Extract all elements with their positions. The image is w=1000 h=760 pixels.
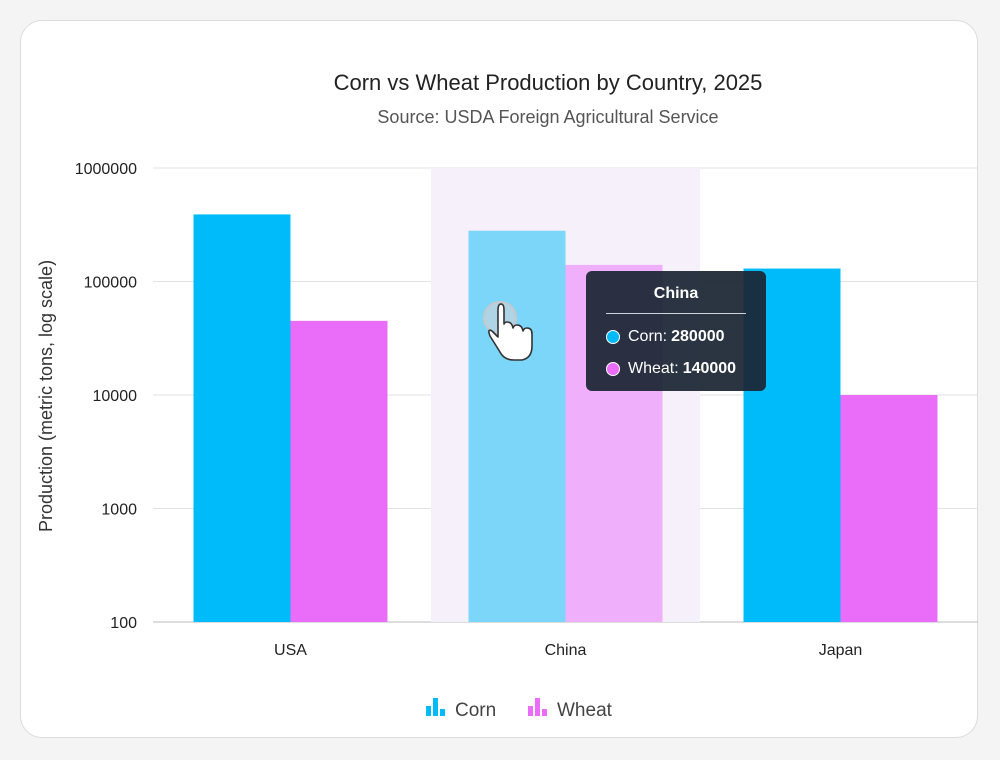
y-axis-label: Production (metric tons, log scale): [36, 260, 56, 532]
bar-corn-usa[interactable]: [193, 214, 291, 622]
y-tick-label: 1000: [101, 502, 137, 519]
tooltip-corn-value: 280000: [671, 328, 725, 345]
x-tick-label: Japan: [819, 642, 863, 659]
tooltip-corn-label: Corn:: [628, 328, 668, 345]
tooltip-title: China: [606, 271, 746, 314]
y-tick-label: 100: [110, 615, 137, 632]
y-tick-label: 1000000: [75, 161, 137, 178]
legend-item-corn[interactable]: Corn: [426, 698, 496, 721]
bar-wheat-japan[interactable]: [840, 395, 938, 622]
chart-subtitle: Source: USDA Foreign Agricultural Servic…: [377, 107, 718, 127]
tooltip-row-corn: Corn: 280000: [606, 328, 746, 346]
legend-label: Wheat: [557, 700, 613, 721]
tooltip-wheat-value: 140000: [682, 360, 737, 377]
y-tick-label: 10000: [93, 388, 138, 405]
tooltip: China Corn: 280000 Wheat: 140000: [586, 271, 766, 391]
y-tick-label: 100000: [84, 275, 137, 292]
bar-chart-icon: [426, 698, 445, 716]
x-tick-label: USA: [274, 642, 307, 659]
hand-pointer-icon: [483, 301, 533, 361]
legend-item-wheat[interactable]: Wheat: [528, 698, 613, 721]
wheat-dot-icon: [606, 362, 620, 376]
tooltip-row-wheat: Wheat: 140000: [606, 360, 746, 378]
corn-dot-icon: [606, 330, 620, 344]
bar-wheat-usa[interactable]: [290, 320, 388, 622]
tooltip-wheat-label: Wheat:: [628, 360, 679, 377]
chart-title: Corn vs Wheat Production by Country, 202…: [334, 70, 763, 95]
x-tick-label: China: [545, 642, 587, 659]
legend-label: Corn: [455, 700, 496, 721]
bar-chart-icon: [528, 698, 547, 716]
bar-corn-china[interactable]: [468, 230, 566, 622]
